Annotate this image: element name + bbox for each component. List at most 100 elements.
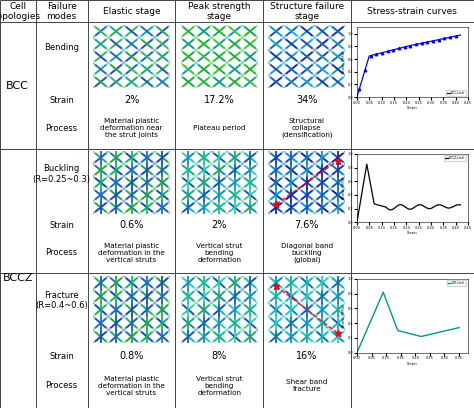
Polygon shape (239, 73, 246, 78)
Polygon shape (281, 86, 287, 91)
Polygon shape (105, 60, 111, 65)
Text: 2%: 2% (211, 220, 227, 231)
Text: Failure
modes: Failure modes (46, 2, 77, 21)
Polygon shape (178, 60, 184, 65)
Polygon shape (342, 48, 348, 53)
Polygon shape (209, 174, 215, 179)
Text: Shear band
fracture: Shear band fracture (286, 379, 328, 392)
Polygon shape (167, 314, 173, 319)
Polygon shape (255, 86, 261, 91)
Polygon shape (311, 273, 318, 279)
Polygon shape (105, 48, 111, 53)
Polygon shape (327, 22, 333, 27)
Text: Strain: Strain (49, 221, 74, 230)
Polygon shape (90, 174, 96, 179)
Polygon shape (239, 314, 246, 319)
Polygon shape (193, 273, 199, 279)
Polygon shape (296, 211, 302, 216)
Polygon shape (152, 73, 158, 78)
Polygon shape (178, 314, 184, 319)
Polygon shape (281, 341, 287, 346)
Polygon shape (152, 341, 158, 346)
Polygon shape (281, 273, 287, 279)
Polygon shape (167, 149, 173, 154)
Polygon shape (296, 86, 302, 91)
Polygon shape (121, 314, 127, 319)
Polygon shape (224, 327, 230, 333)
Polygon shape (152, 161, 158, 166)
Polygon shape (178, 35, 184, 40)
Polygon shape (327, 287, 333, 292)
Polygon shape (296, 199, 302, 204)
Polygon shape (224, 22, 230, 27)
Polygon shape (255, 73, 261, 78)
Polygon shape (281, 73, 287, 78)
Polygon shape (224, 314, 230, 319)
Polygon shape (311, 161, 318, 166)
Polygon shape (193, 287, 199, 292)
Polygon shape (265, 161, 272, 166)
Polygon shape (90, 341, 96, 346)
Polygon shape (167, 22, 173, 27)
Polygon shape (105, 73, 111, 78)
Polygon shape (90, 35, 96, 40)
Polygon shape (167, 60, 173, 65)
Text: Strain: Strain (49, 96, 74, 105)
Polygon shape (255, 149, 261, 154)
Polygon shape (281, 174, 287, 179)
Polygon shape (105, 199, 111, 204)
Polygon shape (224, 211, 230, 216)
Polygon shape (136, 73, 142, 78)
Polygon shape (209, 327, 215, 333)
Polygon shape (90, 199, 96, 204)
Polygon shape (342, 149, 348, 154)
Polygon shape (90, 314, 96, 319)
Polygon shape (265, 327, 272, 333)
Polygon shape (281, 314, 287, 319)
Polygon shape (136, 161, 142, 166)
Polygon shape (224, 86, 230, 91)
Polygon shape (265, 186, 272, 191)
Polygon shape (121, 273, 127, 279)
Polygon shape (239, 199, 246, 204)
Polygon shape (167, 341, 173, 346)
Polygon shape (90, 60, 96, 65)
Polygon shape (136, 186, 142, 191)
Polygon shape (327, 341, 333, 346)
Polygon shape (121, 199, 127, 204)
Polygon shape (311, 186, 318, 191)
Polygon shape (167, 161, 173, 166)
Text: Material plastic
deformation near
the strut joints: Material plastic deformation near the st… (100, 118, 163, 138)
Polygon shape (239, 161, 246, 166)
Polygon shape (105, 86, 111, 91)
Polygon shape (209, 300, 215, 306)
Polygon shape (178, 211, 184, 216)
Polygon shape (281, 149, 287, 154)
Polygon shape (327, 314, 333, 319)
Polygon shape (193, 300, 199, 306)
Polygon shape (90, 287, 96, 292)
Polygon shape (167, 73, 173, 78)
Polygon shape (224, 161, 230, 166)
Polygon shape (178, 161, 184, 166)
Text: Stress-strain curves: Stress-strain curves (367, 7, 457, 16)
Polygon shape (193, 314, 199, 319)
Polygon shape (239, 300, 246, 306)
Polygon shape (136, 149, 142, 154)
Polygon shape (239, 86, 246, 91)
Polygon shape (90, 327, 96, 333)
Polygon shape (265, 273, 272, 279)
Polygon shape (239, 35, 246, 40)
Polygon shape (105, 287, 111, 292)
Text: Bending: Bending (44, 43, 79, 52)
Polygon shape (152, 186, 158, 191)
Polygon shape (311, 60, 318, 65)
Polygon shape (255, 161, 261, 166)
Polygon shape (105, 211, 111, 216)
Text: Vertical strut
bending
deformation: Vertical strut bending deformation (196, 376, 243, 396)
Polygon shape (178, 48, 184, 53)
Text: Peak strength
stage: Peak strength stage (188, 2, 250, 21)
Polygon shape (342, 60, 348, 65)
Polygon shape (193, 341, 199, 346)
Polygon shape (178, 341, 184, 346)
